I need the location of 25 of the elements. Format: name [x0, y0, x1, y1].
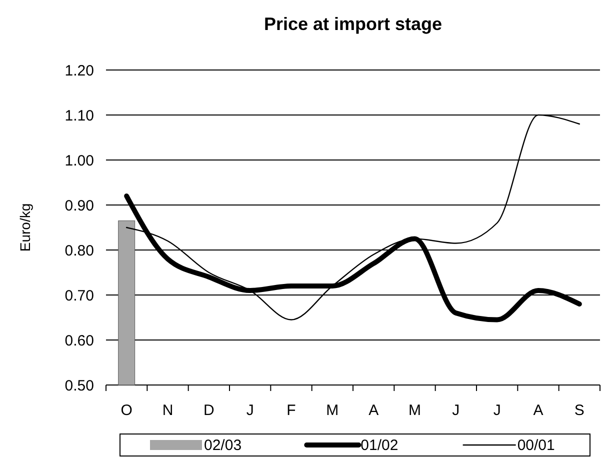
x-tick-label: J [452, 402, 460, 419]
y-tick-label: 0.50 [64, 377, 94, 394]
x-tick-label: A [533, 402, 544, 419]
y-axis-title: Euro/kg [17, 203, 33, 252]
x-tick-label: S [574, 402, 584, 419]
chart-title: Price at import stage [264, 14, 442, 34]
x-tick-label: O [120, 402, 132, 419]
legend-label: 02/03 [204, 437, 242, 454]
x-tick-label: A [368, 402, 379, 419]
y-tick-label: 1.00 [64, 152, 94, 170]
legend-label: 00/01 [517, 437, 555, 454]
y-tick-label: 0.90 [64, 197, 94, 214]
y-tick-label: 1.20 [64, 62, 94, 80]
x-tick-label: F [286, 402, 296, 419]
x-tick-label: D [203, 402, 214, 419]
x-tick-label: N [162, 402, 174, 419]
x-tick-label: M [408, 402, 421, 419]
y-tick-label: 0.70 [64, 287, 94, 304]
y-tick-label: 0.60 [64, 332, 94, 350]
x-tick-label: J [246, 402, 254, 419]
legend-label: 01/02 [360, 437, 398, 454]
y-tick-label: 1.10 [64, 107, 94, 124]
x-tick-label: J [493, 402, 501, 419]
x-tick-label: M [326, 402, 339, 419]
y-tick-label: 0.80 [64, 242, 94, 260]
